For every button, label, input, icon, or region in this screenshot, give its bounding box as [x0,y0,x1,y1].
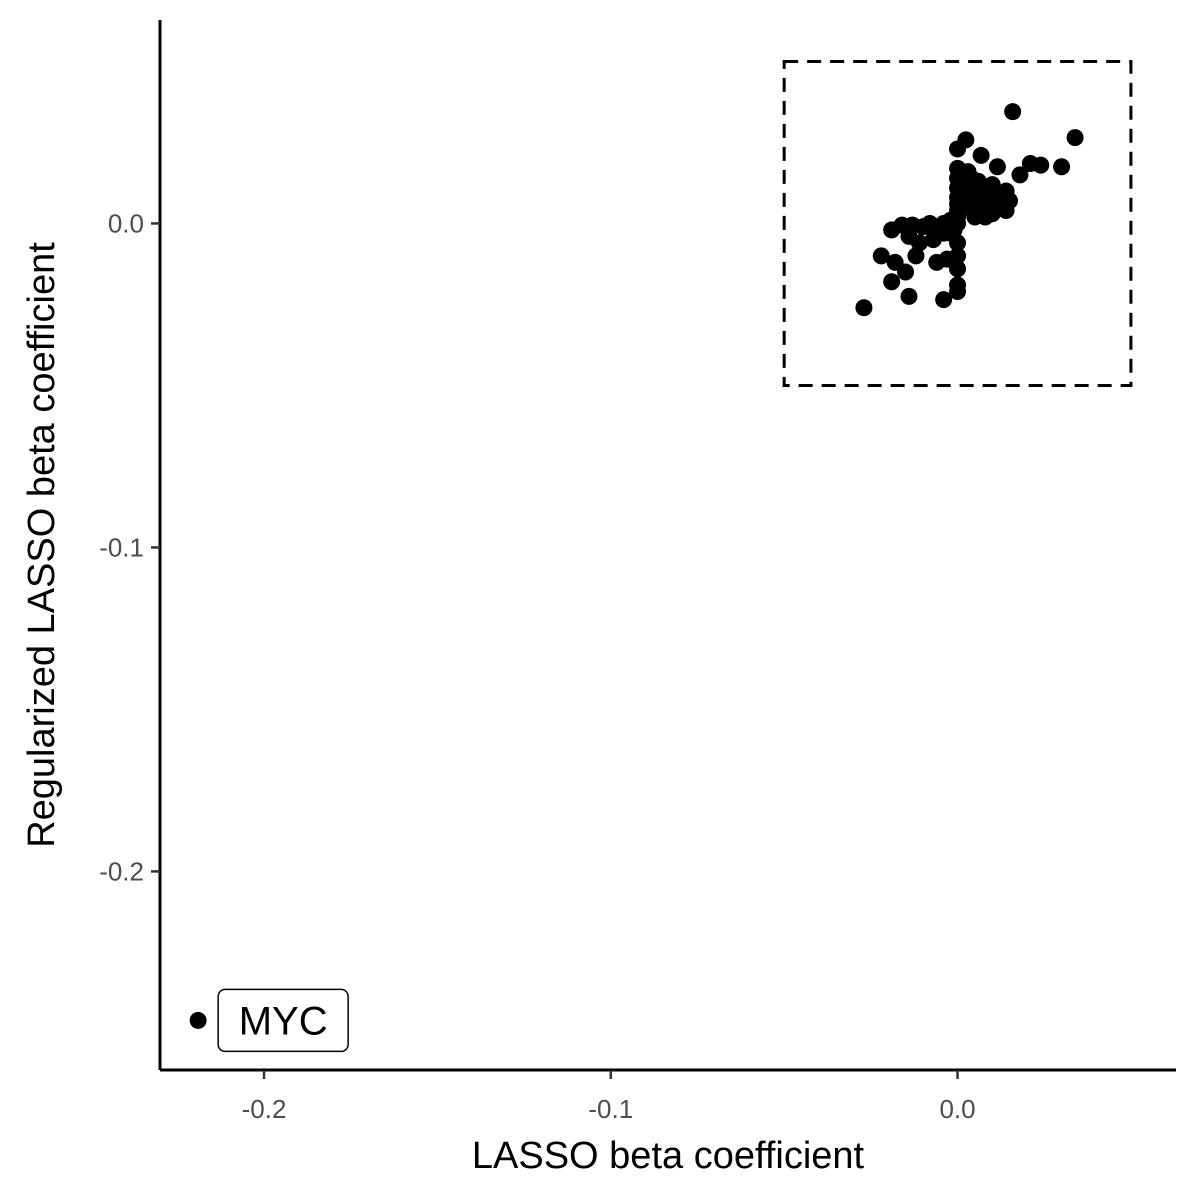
x-axis-ticks: -0.2 -0.1 0.0 [242,1070,976,1124]
annotation-text: MYC [239,999,328,1043]
data-point [189,1011,207,1029]
data-point [1053,158,1071,176]
annotation-box [217,988,349,1053]
data-point [949,260,967,278]
y-axis-ticks: 0.0 -0.1 -0.2 [99,208,160,886]
data-point [883,221,901,239]
x-axis-title: LASSO beta coefficient [472,1135,865,1177]
data-point [949,140,967,158]
data-point [952,195,970,213]
data-point [1001,192,1019,210]
data-point [1004,103,1022,121]
highlight-box [782,59,1133,387]
data-point [972,146,990,164]
data-point [1032,156,1050,174]
x-tick-label: 0.0 [939,1094,975,1124]
x-tick-label: -0.2 [242,1094,287,1124]
y-tick-label: -0.2 [99,856,144,886]
data-point [907,247,925,265]
data-point [973,195,991,213]
y-tick-label: -0.1 [99,532,144,562]
annotation-label: MYC [217,988,349,1053]
y-axis-title: Regularized LASSO beta coefficient [21,242,63,848]
data-point [962,169,980,187]
data-point [900,287,918,305]
data-point [949,234,967,252]
data-point [988,158,1006,176]
data-point [910,234,928,252]
data-point [945,221,963,239]
data-point [987,185,1005,203]
data-point [1011,166,1029,184]
data-point [935,291,953,309]
data-point [872,247,890,265]
data-point [883,273,901,291]
x-tick-label: -0.1 [588,1094,633,1124]
data-point [966,208,984,226]
data-point [855,299,873,317]
data-point [1066,129,1084,147]
annotation-layer: MYC [217,988,349,1053]
points-layer [189,103,1084,1029]
data-point [949,247,967,265]
y-tick-label: 0.0 [108,208,144,238]
data-point [949,282,967,300]
data-point [897,263,915,281]
